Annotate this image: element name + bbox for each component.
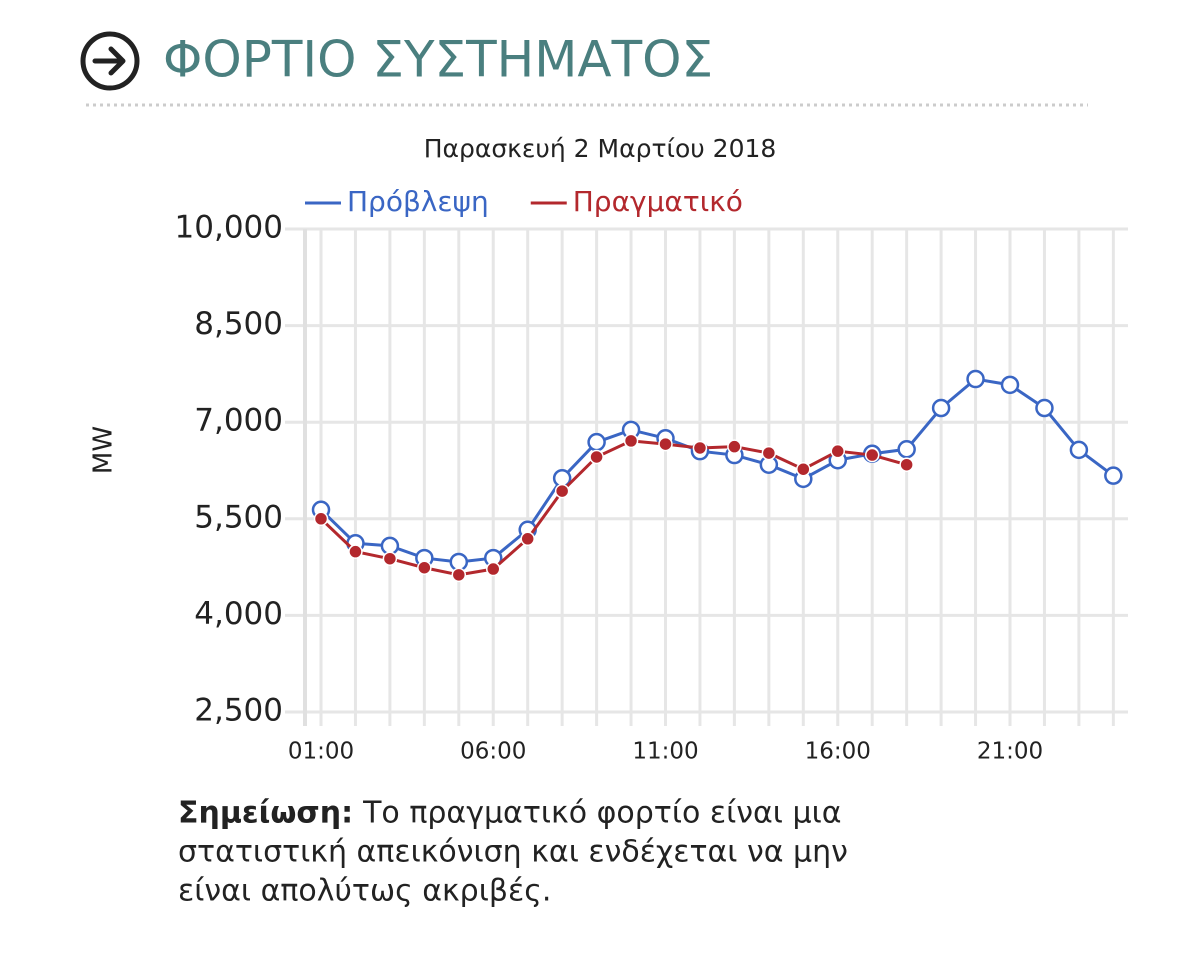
note-text: Το πραγματικό φορτίο είναι μια: [362, 796, 841, 831]
data-point: [554, 483, 570, 499]
header-icon: [80, 31, 140, 91]
data-point: [623, 433, 639, 449]
data-point: [727, 439, 742, 454]
x-tick-label: 21:00: [977, 739, 1043, 765]
y-axis-label: MW: [89, 426, 119, 474]
y-tick-label: 7,000: [194, 403, 283, 439]
y-tick-label: 4,000: [194, 596, 283, 632]
data-point: [451, 567, 467, 583]
data-point: [587, 432, 606, 452]
x-tick-label: 11:00: [632, 739, 698, 765]
data-point: [449, 552, 469, 572]
x-tick-label: 01:00: [288, 739, 354, 765]
x-tick-label: 06:00: [460, 739, 526, 765]
data-point: [589, 449, 604, 465]
data-point: [931, 398, 951, 418]
data-point: [1000, 375, 1020, 395]
data-point: [417, 560, 432, 575]
data-point: [1035, 398, 1054, 418]
data-point: [313, 511, 329, 527]
data-point: [899, 457, 914, 472]
legend-label: Πρόβλεψη: [347, 185, 489, 218]
data-point: [761, 445, 777, 461]
series-line: [319, 439, 908, 577]
data-point: [1069, 440, 1089, 460]
legend-label: Πραγματικό: [573, 185, 743, 218]
data-point: [692, 440, 708, 456]
y-tick-label: 5,500: [194, 499, 283, 535]
page-title: ΦΟΡΤΙΟ ΣΥΣΤΗΜΑΤΟΣ: [163, 31, 713, 89]
y-tick-label: 2,500: [194, 693, 283, 729]
data-point: [966, 369, 985, 389]
data-point: [380, 536, 400, 556]
y-tick-label: 8,500: [194, 306, 283, 342]
data-point: [830, 443, 845, 459]
chart-subtitle: Παρασκευή 2 Μαρτίου 2018: [424, 134, 777, 163]
data-point: [348, 544, 363, 559]
data-point: [1104, 466, 1123, 485]
data-point: [382, 551, 398, 566]
data-point: [897, 439, 916, 459]
series-line: [319, 377, 1115, 564]
note-label: Σημείωση:: [178, 796, 353, 831]
note-text: είναι απολύτως ακριβές.: [178, 874, 551, 909]
data-point: [520, 531, 535, 547]
data-point: [486, 561, 501, 577]
data-point: [796, 461, 811, 477]
data-point: [864, 447, 880, 463]
x-tick-label: 16:00: [805, 739, 871, 765]
y-tick-label: 10,000: [175, 210, 283, 246]
data-point: [658, 436, 673, 452]
note: Σημείωση:: [178, 796, 353, 831]
note-text: στατιστική απεικόνιση και ενδέχεται να μ…: [178, 835, 848, 870]
